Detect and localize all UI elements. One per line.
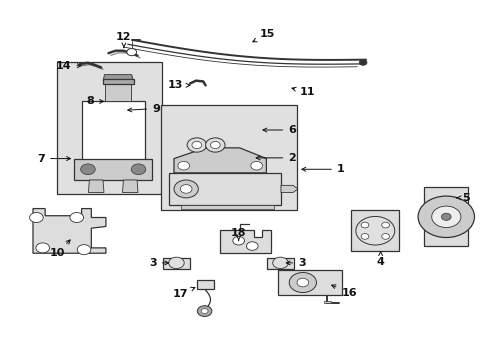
Circle shape — [77, 245, 91, 255]
Polygon shape — [324, 301, 330, 303]
Circle shape — [81, 164, 95, 175]
Polygon shape — [277, 270, 341, 295]
Text: 13: 13 — [167, 80, 189, 90]
Polygon shape — [81, 102, 144, 160]
Polygon shape — [266, 257, 293, 269]
Text: 9: 9 — [127, 104, 160, 113]
Circle shape — [360, 222, 368, 228]
Circle shape — [36, 243, 49, 253]
Text: 3: 3 — [149, 258, 168, 268]
Circle shape — [197, 306, 211, 316]
Circle shape — [272, 257, 287, 269]
Text: 8: 8 — [86, 96, 103, 107]
Circle shape — [192, 141, 201, 149]
Circle shape — [178, 161, 189, 170]
Polygon shape — [351, 210, 398, 251]
Text: 17: 17 — [172, 287, 195, 298]
Text: 15: 15 — [252, 29, 275, 42]
Circle shape — [288, 273, 316, 293]
Polygon shape — [33, 208, 106, 253]
Circle shape — [250, 161, 262, 170]
Polygon shape — [281, 185, 297, 193]
Text: 3: 3 — [285, 258, 305, 268]
Polygon shape — [88, 180, 104, 193]
Text: 11: 11 — [291, 87, 315, 98]
Circle shape — [417, 196, 473, 238]
Circle shape — [210, 141, 220, 149]
Polygon shape — [74, 159, 152, 180]
Circle shape — [232, 237, 244, 245]
Circle shape — [126, 49, 136, 56]
Circle shape — [296, 278, 308, 287]
Circle shape — [131, 164, 145, 175]
Text: 12: 12 — [116, 32, 131, 48]
Circle shape — [381, 222, 389, 228]
Text: 5: 5 — [455, 193, 468, 203]
Polygon shape — [197, 280, 214, 289]
Text: 4: 4 — [376, 251, 384, 267]
Circle shape — [360, 234, 368, 239]
Circle shape — [431, 206, 460, 228]
Bar — [57, 62, 162, 194]
Text: 18: 18 — [230, 228, 246, 240]
Circle shape — [355, 216, 394, 245]
Circle shape — [70, 212, 83, 222]
Circle shape — [359, 60, 366, 65]
Polygon shape — [122, 180, 138, 193]
Text: 16: 16 — [331, 285, 356, 297]
Text: 2: 2 — [256, 153, 295, 163]
Polygon shape — [102, 79, 133, 84]
Polygon shape — [169, 173, 281, 205]
Text: 6: 6 — [263, 125, 295, 135]
Text: 10: 10 — [49, 240, 70, 258]
Circle shape — [187, 138, 206, 152]
Circle shape — [168, 257, 184, 269]
Bar — [105, 84, 131, 102]
Polygon shape — [174, 148, 266, 173]
Polygon shape — [103, 75, 132, 79]
Circle shape — [174, 180, 198, 198]
Bar — [161, 105, 296, 210]
Polygon shape — [181, 205, 273, 208]
Circle shape — [180, 185, 192, 193]
Circle shape — [201, 309, 207, 314]
Text: 7: 7 — [37, 154, 70, 163]
Circle shape — [30, 212, 43, 222]
Polygon shape — [163, 257, 190, 269]
Text: 1: 1 — [301, 164, 344, 174]
Circle shape — [441, 213, 450, 220]
Circle shape — [246, 242, 258, 250]
Circle shape — [205, 138, 224, 152]
Bar — [424, 187, 467, 246]
Text: 14: 14 — [56, 61, 81, 71]
Polygon shape — [220, 230, 271, 253]
Circle shape — [381, 234, 389, 239]
